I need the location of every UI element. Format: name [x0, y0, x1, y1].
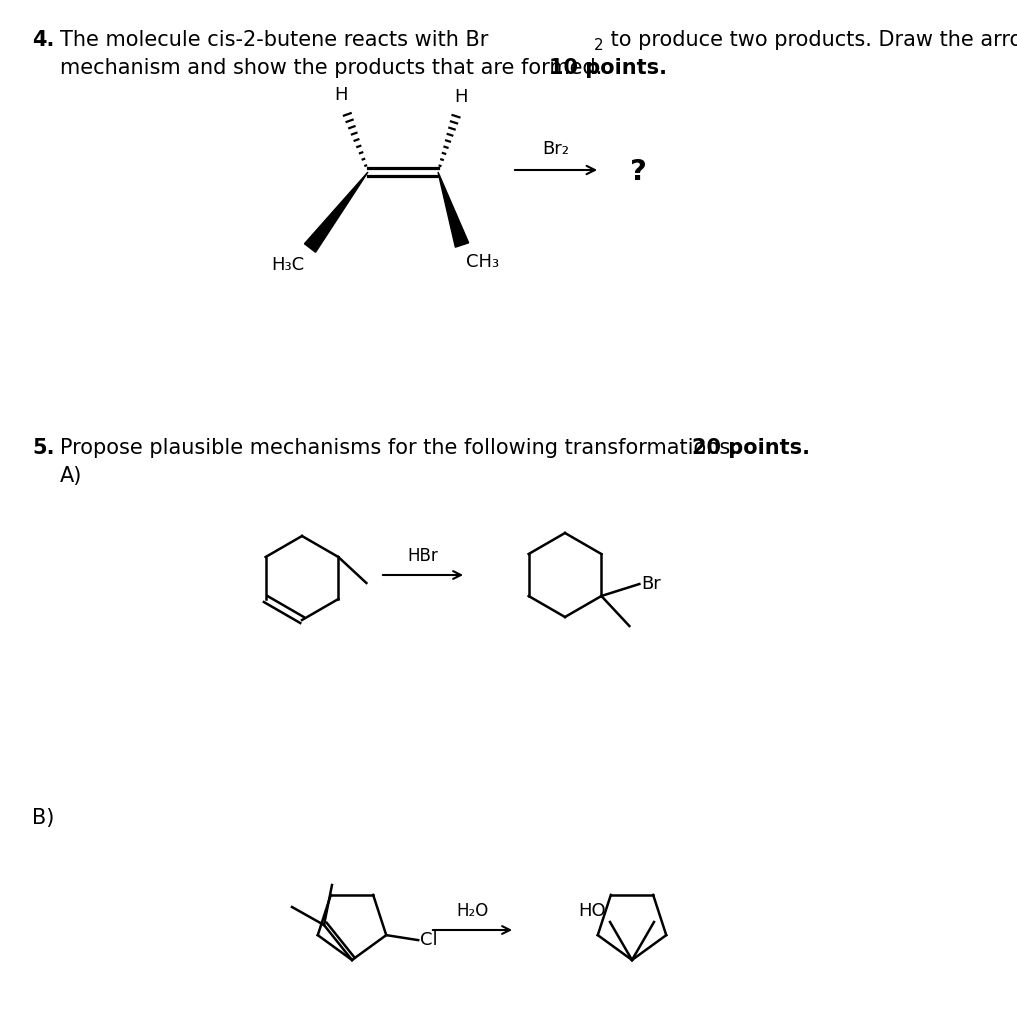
Text: H: H [455, 88, 468, 106]
Text: to produce two products. Draw the arrow-pushing: to produce two products. Draw the arrow-… [604, 30, 1017, 50]
Text: mechanism and show the products that are formed.: mechanism and show the products that are… [60, 58, 609, 78]
Text: The molecule cis-2-butene reacts with Br: The molecule cis-2-butene reacts with Br [60, 30, 488, 50]
Polygon shape [438, 172, 469, 247]
Text: 20 points.: 20 points. [692, 438, 810, 458]
Text: B): B) [32, 808, 54, 828]
Text: 4.: 4. [32, 30, 54, 50]
Text: Cl: Cl [420, 931, 438, 949]
Text: ?: ? [630, 158, 647, 186]
Text: CH₃: CH₃ [466, 253, 499, 271]
Text: 5.: 5. [32, 438, 55, 458]
Text: H₃C: H₃C [271, 256, 304, 274]
Text: A): A) [60, 466, 82, 486]
Text: Br: Br [642, 575, 661, 593]
Text: HO: HO [579, 902, 606, 920]
Text: HBr: HBr [408, 547, 438, 565]
Polygon shape [304, 172, 368, 252]
Text: Propose plausible mechanisms for the following transformations:: Propose plausible mechanisms for the fol… [60, 438, 743, 458]
Text: Br₂: Br₂ [542, 140, 570, 158]
Text: H₂O: H₂O [457, 902, 488, 920]
Text: 2: 2 [594, 38, 604, 53]
Text: 10 points.: 10 points. [549, 58, 667, 78]
Text: H: H [335, 86, 348, 104]
